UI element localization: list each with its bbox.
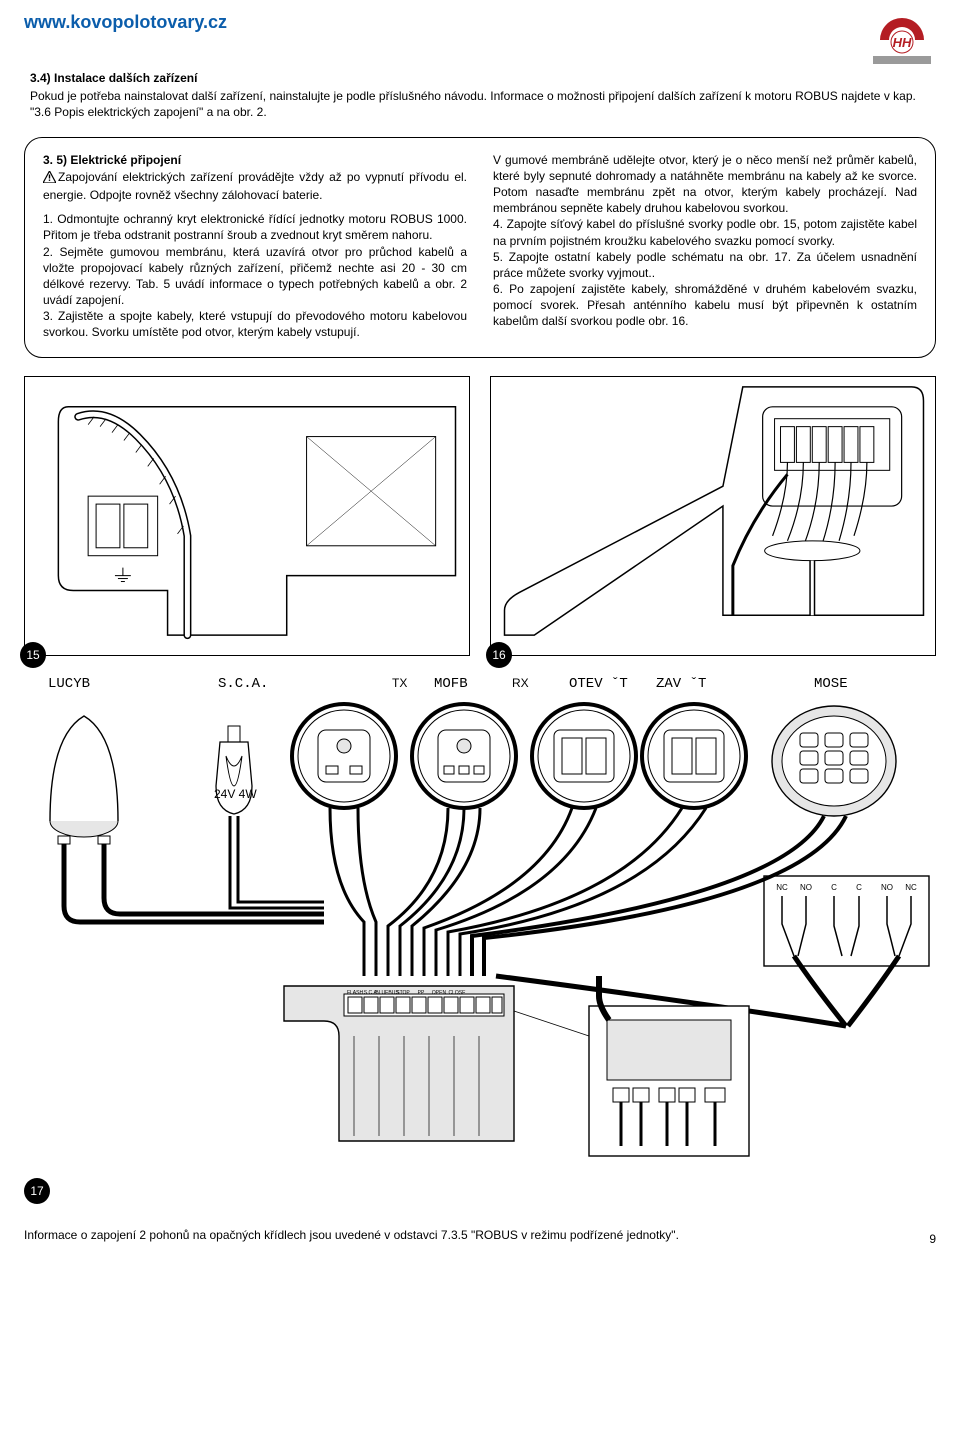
page-number: 9	[929, 1232, 936, 1246]
right-item-4: 4. Zapojte síťový kabel do příslušné svo…	[493, 216, 917, 248]
left-item-2: 2. Sejměte gumovou membránu, která uzaví…	[43, 244, 467, 309]
warning-text: Zapojování elektrických zařízení provádě…	[43, 170, 467, 202]
site-url: www.kovopolotovary.cz	[24, 12, 227, 33]
svg-text:HH: HH	[893, 35, 912, 50]
figure-number-15: 15	[20, 642, 46, 668]
svg-text:OPEN: OPEN	[432, 990, 447, 996]
warning-icon	[43, 171, 56, 187]
svg-text:CLOSE: CLOSE	[449, 990, 467, 996]
svg-text:C: C	[831, 883, 837, 892]
svg-text:NC: NC	[905, 883, 917, 892]
figure-number-17: 17	[24, 1178, 50, 1204]
right-para: V gumové membráně udělejte otvor, který …	[493, 152, 917, 217]
svg-text:24V 4W: 24V 4W	[214, 787, 257, 801]
section-3-4-title: 3.4) Instalace dalších zařízení	[30, 70, 936, 86]
svg-text:PP: PP	[418, 990, 425, 996]
figure-17: LUCYB S.C.A. TX MOFB RX OTEV ˇT ZAV ˇT M…	[24, 676, 936, 1198]
brand-logo: HH	[868, 12, 936, 66]
warning-line: Zapojování elektrických zařízení provádě…	[43, 169, 467, 203]
section-3-5-box: 3. 5) Elektrické připojení Zapojování el…	[24, 137, 936, 358]
section-3-4-body: Pokud je potřeba nainstalovat další zaří…	[30, 88, 936, 120]
right-item-6: 6. Po zapojení zajistěte kabely, shromáž…	[493, 281, 917, 330]
figure-16: 16	[490, 376, 936, 656]
svg-text:NO: NO	[800, 883, 812, 892]
svg-text:NO: NO	[881, 883, 893, 892]
svg-text:STOP: STOP	[396, 990, 410, 996]
left-item-1: 1. Odmontujte ochranný kryt elektronické…	[43, 211, 467, 243]
figure-number-16: 16	[486, 642, 512, 668]
svg-text:NC: NC	[776, 883, 788, 892]
footer-note: Informace o zapojení 2 pohonů na opačnýc…	[24, 1228, 936, 1242]
left-item-3: 3. Zajistěte a spojte kabely, které vstu…	[43, 308, 467, 340]
svg-text:FLASH: FLASH	[347, 990, 364, 996]
svg-text:C: C	[856, 883, 862, 892]
figure-15: 15	[24, 376, 470, 656]
right-item-5: 5. Zapojte ostatní kabely podle schématu…	[493, 249, 917, 281]
section-3-5-title: 3. 5) Elektrické připojení	[43, 152, 467, 168]
